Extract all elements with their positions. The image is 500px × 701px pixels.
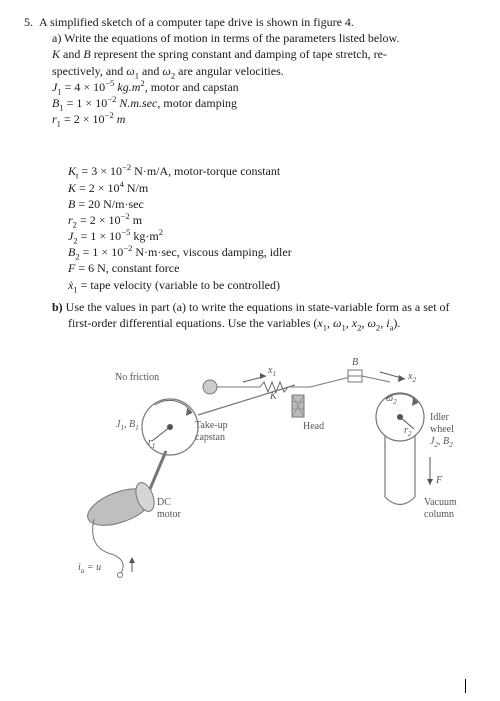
- lbl-B: B: [352, 357, 358, 368]
- lbl-x2: x2: [408, 371, 416, 382]
- text-cursor-icon: [465, 679, 466, 693]
- lbl-ia: ia = u: [78, 562, 101, 573]
- lbl-w2: ω2: [386, 393, 397, 404]
- lbl-J2B2: J2, B2: [430, 436, 453, 447]
- B-sym: B: [83, 47, 90, 61]
- lbl-capstan: capstan: [195, 432, 225, 443]
- part-b-line2: first-order differential equations. Use …: [24, 315, 480, 331]
- lbl-x1: x1: [268, 365, 276, 376]
- lbl-r1: r1: [148, 437, 156, 448]
- part-a-line1: a) Write the equations of motion in term…: [24, 30, 480, 46]
- lbl-vacuum: Vacuum: [424, 497, 457, 508]
- Kt-line: Kt = 3 × 10−2 N·m/A, motor-torque consta…: [24, 163, 480, 179]
- a-l2-post: represent the spring constant and dampin…: [91, 47, 387, 61]
- intro-line: 5. A simplified sketch of a computer tap…: [24, 14, 480, 30]
- lbl-column: column: [424, 509, 454, 520]
- part-a-line3: spectively, and ω1 and ω2 are angular ve…: [24, 63, 480, 79]
- K-sym: K: [52, 47, 60, 61]
- F-line: F = 6 N, constant force: [24, 260, 480, 276]
- r2-line: r2 = 2 × 10−2 m: [24, 212, 480, 228]
- omega2-sym: ω: [162, 64, 170, 78]
- xdot-line: ẋ1 = tape velocity (variable to be contr…: [24, 277, 480, 293]
- J2-line: J2 = 1 × 10−5 kg·m2: [24, 228, 480, 244]
- a-line1: Write the equations of motion in terms o…: [64, 31, 399, 45]
- lbl-r2: r2: [404, 425, 412, 436]
- part-b-label: b): [52, 300, 63, 314]
- lbl-F: F: [436, 475, 442, 486]
- problem-number: 5.: [24, 15, 33, 29]
- a-l2-mid: and: [60, 47, 83, 61]
- omega1-sym: ω: [126, 64, 134, 78]
- part-a-line2: K and B represent the spring constant an…: [24, 46, 480, 62]
- tape-drive-figure: No friction J1, B1 r1 Take-up capstan DC…: [60, 337, 480, 587]
- a-l3-post: are angular velocities.: [175, 64, 284, 78]
- problem-block: 5. A simplified sketch of a computer tap…: [24, 14, 480, 331]
- lbl-motor: motor: [157, 509, 181, 520]
- lbl-DC: DC: [157, 497, 171, 508]
- a-l3-mid: and: [139, 64, 162, 78]
- intro-text: A simplified sketch of a computer tape d…: [39, 15, 354, 29]
- lbl-nofriction: No friction: [115, 372, 159, 383]
- lbl-wheel: wheel: [430, 424, 454, 435]
- r1-line: r1 = 2 × 10−2 m: [24, 111, 480, 127]
- lbl-J1B1: J1, B1: [116, 419, 139, 430]
- J1-line: J1 = 4 × 10−5 kg.m2, motor and capstan: [24, 79, 480, 95]
- b-line1: Use the values in part (a) to write the …: [66, 300, 450, 314]
- part-a-label: a): [52, 31, 61, 45]
- part-b-line1: b) Use the values in part (a) to write t…: [24, 299, 480, 315]
- K-line: K = 2 × 104 N/m: [24, 180, 480, 196]
- a-l3-pre: spectively, and: [52, 64, 126, 78]
- B2-line: B2 = 1 × 10−2 N·m·sec, viscous damping, …: [24, 244, 480, 260]
- B1-line: B1 = 1 × 10−2 N.m.sec, motor damping: [24, 95, 480, 111]
- lbl-head: Head: [303, 421, 324, 432]
- lbl-takeup: Take-up: [195, 420, 228, 431]
- lbl-idler: Idler: [430, 412, 449, 423]
- B-line: B = 20 N/m·sec: [24, 196, 480, 212]
- lbl-K: K: [270, 391, 277, 402]
